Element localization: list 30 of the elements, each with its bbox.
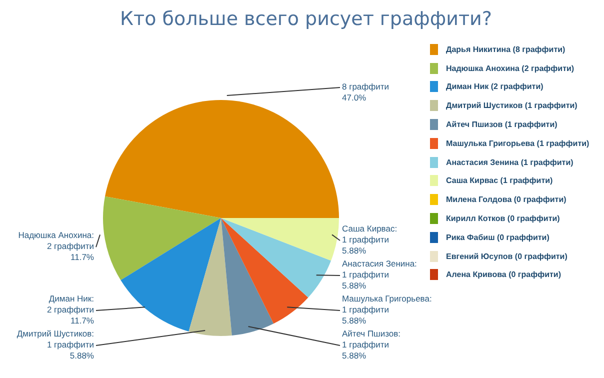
pie-slice <box>120 218 221 332</box>
data-label: Надюшка Анохина: 2 граффити 11.7% <box>18 230 94 262</box>
data-label: Дмитрий Шустиков: 1 граффити 5.88% <box>16 328 94 361</box>
legend-label: Машулька Григорьева (1 граффити) <box>446 138 590 148</box>
legend-label: Надюшка Анохина (2 граффити) <box>446 64 574 73</box>
legend-label: Евгений Юсупов (0 граффити) <box>446 252 568 261</box>
legend-label: Анастасия Зенина (1 граффити) <box>446 158 574 167</box>
legend-label: Дарья Никитина (8 граффити) <box>446 44 566 54</box>
pie-slice <box>221 218 308 324</box>
data-label: Айтеч Пшизов: 1 граффити 5.88% <box>342 328 401 361</box>
data-label: Диман Ник: 2 граффити 11.7% <box>46 294 94 326</box>
legend-label: Рика Фабиш (0 граффити) <box>446 232 550 242</box>
legend-label: Саша Кирвас (1 граффити) <box>446 176 553 186</box>
pie-slice <box>221 218 332 298</box>
pie-slice <box>221 218 274 336</box>
chart-title: Кто больше всего рисует граффити? <box>119 8 493 30</box>
data-label: Саша Кирвас: 1 граффити 5.88% <box>342 224 398 256</box>
data-label: Анастасия Зенина: 1 граффити 5.88% <box>342 258 417 291</box>
legend-label: Айтеч Пшизов (1 граффити) <box>446 120 558 130</box>
legend-label: Алена Кривова (0 граффити) <box>446 270 561 280</box>
pie-slice <box>103 196 221 280</box>
legend-label: Кирилл Котков (0 граффити) <box>446 214 560 224</box>
legend-label: Диман Ник (2 граффити) <box>446 82 544 92</box>
pie-slice <box>221 218 339 261</box>
legend-label: Милена Голдова (0 граффити) <box>446 195 566 204</box>
pie-slice <box>105 100 339 218</box>
legend-label: Дмитрий Шустиков (1 граффити) <box>446 101 578 110</box>
data-label: 8 граффити 47.0% <box>342 82 390 103</box>
data-label: Машулька Григорьева: 1 граффити 5.88% <box>342 294 432 326</box>
pie-slice <box>188 218 232 336</box>
